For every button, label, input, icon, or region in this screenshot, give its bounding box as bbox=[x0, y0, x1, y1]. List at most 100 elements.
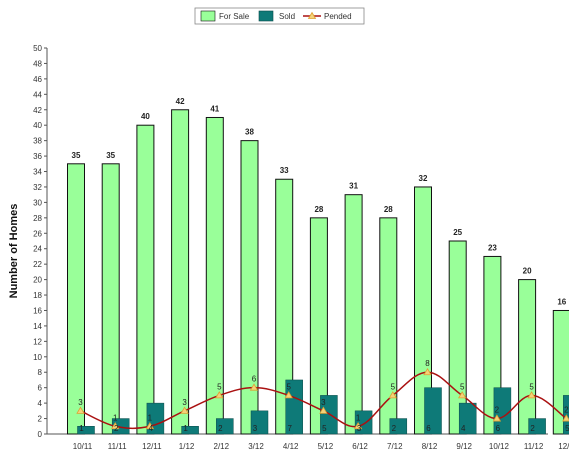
pended-value-label: 5 bbox=[391, 382, 396, 391]
for-sale-bar bbox=[518, 279, 537, 435]
pended-value-label: 5 bbox=[529, 382, 534, 391]
sold-value-label: 1 bbox=[79, 424, 84, 433]
pended-value-label: 5 bbox=[217, 382, 222, 391]
sold-value-label: 3 bbox=[253, 424, 258, 433]
y-tick-label: 12 bbox=[33, 337, 42, 346]
sold-bar bbox=[216, 418, 234, 435]
for-sale-value-label: 16 bbox=[557, 297, 566, 306]
x-tick-label: 11/12 bbox=[524, 442, 544, 451]
bars bbox=[67, 109, 569, 435]
x-tick-label: 10/11 bbox=[73, 442, 93, 451]
for-sale-value-label: 28 bbox=[384, 205, 393, 214]
for-sale-value-label: 20 bbox=[523, 267, 532, 276]
x-axis: 10/11 11/11 12/11 1/12 2/12 3/12 4/12 5/12 6/12 7… bbox=[47, 433, 569, 451]
for-sale-value-label: 42 bbox=[176, 97, 185, 106]
pended-marker bbox=[145, 421, 155, 430]
pended-value-label: 3 bbox=[78, 398, 83, 407]
sold-value-label: 5 bbox=[565, 424, 569, 433]
pended-marker bbox=[319, 406, 328, 414]
y-tick-label: 4 bbox=[38, 399, 43, 408]
y-tick-label: 40 bbox=[33, 121, 42, 130]
y-tick-label: 36 bbox=[33, 152, 42, 161]
sold-value-label: 1 bbox=[183, 424, 188, 433]
y-tick-label: 18 bbox=[33, 291, 42, 300]
sold-bar bbox=[458, 402, 477, 435]
pended-marker bbox=[180, 406, 189, 414]
for-sale-value-label: 32 bbox=[419, 174, 428, 183]
pended-marker bbox=[458, 391, 467, 399]
legend-swatch-pended-marker bbox=[307, 11, 317, 19]
for-sale-value-label: 31 bbox=[349, 182, 358, 191]
pended-value-label: 1 bbox=[148, 413, 153, 422]
legend-label-sold: Sold bbox=[279, 12, 295, 21]
for-sale-bar bbox=[136, 124, 155, 435]
pended-marker bbox=[111, 421, 120, 430]
pended-marker bbox=[423, 367, 432, 376]
sold-bar bbox=[528, 418, 546, 435]
sold-value-label: 7 bbox=[287, 424, 292, 433]
y-tick-label: 26 bbox=[33, 229, 42, 238]
for-sale-value-label: 23 bbox=[488, 243, 497, 252]
for-sale-bar bbox=[309, 217, 328, 435]
sold-value-label: 3 bbox=[357, 424, 362, 433]
pended-value-label: 1 bbox=[113, 413, 118, 422]
y-tick-label: 28 bbox=[33, 214, 42, 223]
legend-swatch-sold bbox=[258, 10, 274, 22]
y-axis-label: Number of Homes bbox=[8, 204, 20, 299]
x-tick-label: 2/12 bbox=[214, 442, 230, 451]
pended-value-label: 2 bbox=[564, 406, 569, 415]
x-tick-label: 12/12 bbox=[558, 442, 569, 451]
pended-marker bbox=[562, 414, 569, 422]
sold-bar bbox=[111, 418, 130, 435]
sold-value-label: 2 bbox=[392, 424, 397, 433]
pended-marker bbox=[76, 406, 85, 414]
y-tick-label: 20 bbox=[33, 276, 42, 285]
y-axis: 0246810121416182022242628303234363840424… bbox=[33, 44, 48, 439]
for-sale-bar bbox=[379, 217, 398, 435]
for-sale-bar bbox=[448, 240, 467, 435]
pended-value-label: 6 bbox=[252, 375, 257, 384]
pended-marker bbox=[353, 421, 363, 430]
sold-value-label: 6 bbox=[426, 424, 431, 433]
pended-marker bbox=[388, 391, 397, 399]
legend-box bbox=[194, 7, 365, 25]
pended-marker bbox=[249, 383, 259, 391]
x-tick-label: 3/12 bbox=[248, 442, 264, 451]
y-tick-label: 44 bbox=[33, 90, 42, 99]
sold-value-label: 6 bbox=[496, 424, 501, 433]
sold-value-label: 4 bbox=[149, 424, 154, 433]
y-tick-label: 22 bbox=[33, 260, 42, 269]
sold-value-label: 4 bbox=[461, 424, 466, 433]
for-sale-bar bbox=[240, 140, 259, 435]
pended-marker bbox=[284, 391, 293, 399]
for-sale-value-label: 40 bbox=[141, 112, 150, 121]
y-tick-label: 50 bbox=[33, 44, 42, 53]
x-tick-label: 4/12 bbox=[283, 442, 299, 451]
pended-value-label: 3 bbox=[182, 398, 187, 407]
y-tick-label: 10 bbox=[33, 353, 42, 362]
for-sale-bar bbox=[101, 163, 120, 435]
pended-line bbox=[76, 367, 569, 430]
y-tick-label: 0 bbox=[38, 430, 43, 439]
pended-value-label: 2 bbox=[495, 406, 500, 415]
y-tick-label: 46 bbox=[33, 75, 42, 84]
y-tick-label: 34 bbox=[33, 168, 42, 177]
x-tick-label: 9/12 bbox=[456, 442, 472, 451]
y-tick-label: 6 bbox=[38, 384, 43, 393]
pended-marker bbox=[492, 414, 502, 422]
x-tick-label: 10/12 bbox=[489, 442, 510, 451]
for-sale-bar bbox=[205, 116, 224, 435]
x-tick-label: 5/12 bbox=[318, 442, 334, 451]
y-tick-label: 16 bbox=[33, 306, 42, 315]
y-tick-label: 42 bbox=[33, 106, 42, 115]
x-tick-label: 8/12 bbox=[422, 442, 438, 451]
for-sale-bar bbox=[67, 163, 85, 435]
legend: For Sale Sold Pended bbox=[194, 7, 365, 25]
for-sale-bar bbox=[275, 178, 294, 435]
sold-bar bbox=[77, 426, 95, 435]
pended-value-label: 5 bbox=[286, 382, 291, 391]
for-sale-bar bbox=[344, 194, 363, 435]
for-sale-value-label: 35 bbox=[106, 151, 115, 160]
